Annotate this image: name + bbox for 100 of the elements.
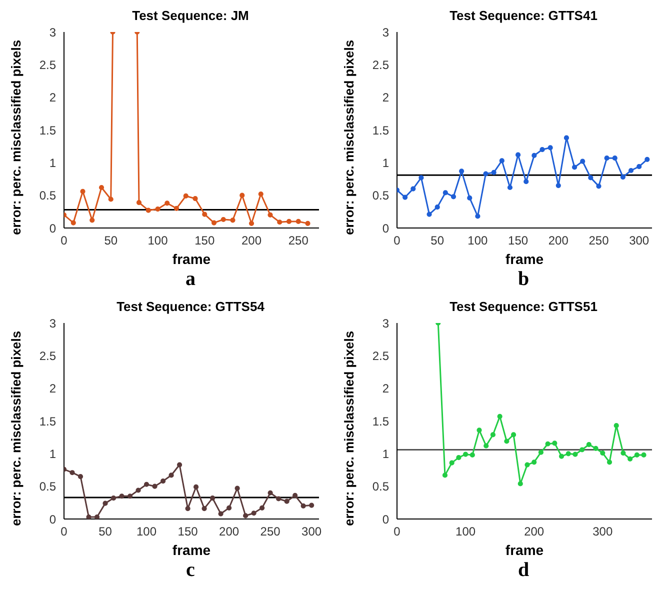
x-tick-label: 150 [194,234,215,248]
x-tick-label: 100 [456,524,476,539]
point [515,152,521,158]
x-tick-label: 250 [260,524,281,539]
point [108,196,114,202]
point [518,481,523,486]
point [586,442,592,448]
x-tick-label: 250 [588,234,610,248]
y-tick-label: 3 [49,25,56,40]
y-tick-label: 0 [382,221,390,236]
x-tick-label: 100 [136,524,157,539]
y-tick-label: 2.5 [39,348,56,363]
point [566,451,571,456]
y-tick-label: 1.5 [372,123,390,138]
x-axis-title: frame [505,542,544,558]
point [174,206,180,211]
point [102,500,108,506]
chart-title: Test Sequence: GTTS51 [448,299,598,315]
x-tick-label: 0 [60,524,68,539]
x-tick-label: 50 [104,234,118,248]
point [497,414,502,419]
point [572,164,578,170]
point [418,175,424,180]
y-tick-label: 2 [382,382,390,396]
point [402,194,408,200]
point [300,503,306,508]
point [499,158,504,164]
point [564,135,570,140]
point [484,443,489,448]
point [160,478,166,484]
point [504,438,510,444]
y-tick-label: 1 [382,446,390,461]
point [558,454,564,459]
point [483,171,488,176]
y-tick-label: 1.5 [39,123,56,138]
text: d [516,559,530,582]
x-tick-label: 50 [98,524,112,539]
point [260,505,265,510]
point [524,179,529,184]
point [491,170,496,176]
point [183,193,188,199]
point [538,450,544,455]
point [277,220,282,225]
point [136,488,141,493]
y-tick-label: 2.5 [372,58,390,72]
point [612,156,618,161]
point [634,452,640,458]
point [127,494,133,499]
point [593,446,598,451]
y-tick-label: 2.5 [39,58,56,72]
y-tick-label: 2 [49,382,56,396]
y-tick-label: 1 [49,446,56,461]
point [572,452,578,457]
x-tick-label: 200 [548,234,569,248]
point [490,432,496,438]
point [90,218,95,223]
point [248,220,254,226]
y-axis-title: error: perc. misclassified pixels [342,330,357,526]
y-tick-label: 1.5 [39,414,56,428]
point [144,482,150,487]
point [456,455,462,460]
point [476,428,482,433]
chart-title: Test Sequence: GTTS41 [448,8,598,24]
point [463,452,468,457]
point [580,447,585,452]
point [110,496,116,501]
point [136,200,142,206]
y-tick-label: 3 [49,316,56,330]
point [641,452,646,458]
point [251,510,256,516]
point [620,450,626,456]
x-tick-label: 300 [629,234,650,248]
y-tick-label: 2 [49,90,56,105]
point [240,192,245,198]
point [532,460,537,465]
point [202,506,207,512]
y-tick-label: 2 [382,90,390,105]
x-tick-label: 200 [219,524,240,539]
x-axis-title: frame [505,251,544,267]
point [152,484,158,489]
point [202,212,208,217]
point [155,206,160,212]
point [545,441,550,446]
x-axis-title: frame [172,251,211,267]
point [588,175,594,180]
point [80,188,86,194]
point [442,472,448,478]
point [305,220,310,226]
x-tick-label: 150 [178,524,198,539]
point [434,204,440,210]
point [70,470,75,476]
point [467,195,472,200]
point [604,156,610,161]
point [296,218,301,224]
point [86,514,92,519]
y-tick-label: 0.5 [372,480,390,494]
x-tick-label: 300 [302,524,322,539]
point [78,474,84,480]
point [614,423,619,428]
point [459,168,464,174]
